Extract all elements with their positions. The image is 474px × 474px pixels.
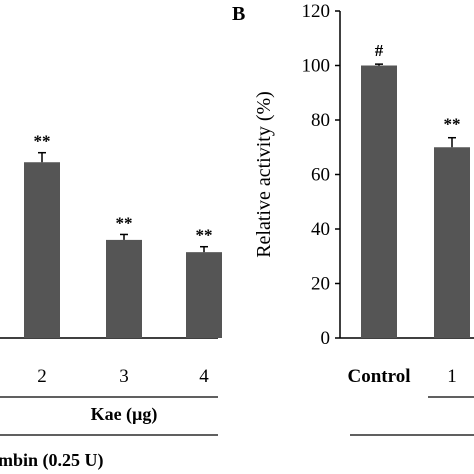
panel-b-y-axis-title: Relative activity (%): [253, 91, 275, 258]
panel-b-category-label: Control: [348, 366, 411, 387]
panel-a-x-axis-title: Kae (µg): [91, 404, 158, 425]
panel-b-y-tick-label: 20: [311, 274, 330, 295]
panel-b-y-tick-label: 80: [311, 110, 330, 131]
panel-b-y-tick-label: 0: [321, 328, 331, 349]
panel-b-significance-label: **: [444, 115, 461, 134]
panel-b-category-label: 1: [447, 366, 457, 387]
panel-a-category-label: 2: [37, 366, 47, 387]
panel-b-bar: [434, 147, 470, 338]
panel-b-significance-label: #: [375, 41, 384, 60]
panel-a-category-label: 4: [199, 366, 209, 387]
panel-a-treatment-label: mbin (0.25 U): [0, 450, 104, 471]
panel-a-significance-label: **: [196, 226, 213, 245]
panel-b-y-tick-label: 100: [302, 56, 331, 77]
panel-b-y-tick-label: 40: [311, 219, 330, 240]
panel-a-bar: [106, 239, 142, 338]
panel-b-chart: B 0 20 40 60 80 100 120 Relative activity (%) # Co…: [232, 1, 474, 436]
panel-b-y-tick-label: 120: [302, 1, 331, 22]
panel-b-y-tick-label: 60: [311, 165, 330, 186]
panel-a-bar: [24, 162, 60, 338]
panel-a-bar: [186, 252, 222, 338]
panel-b-bar: [361, 65, 397, 338]
panel-a-significance-label: **: [116, 213, 133, 232]
panel-a-category-label: 3: [119, 366, 129, 387]
panel-a-chart: ** 2 ** 3 ** 4 Kae (µg) mbin (0.25 U): [0, 132, 222, 471]
panel-b-label: B: [232, 3, 245, 25]
panel-a-significance-label: **: [34, 132, 51, 151]
